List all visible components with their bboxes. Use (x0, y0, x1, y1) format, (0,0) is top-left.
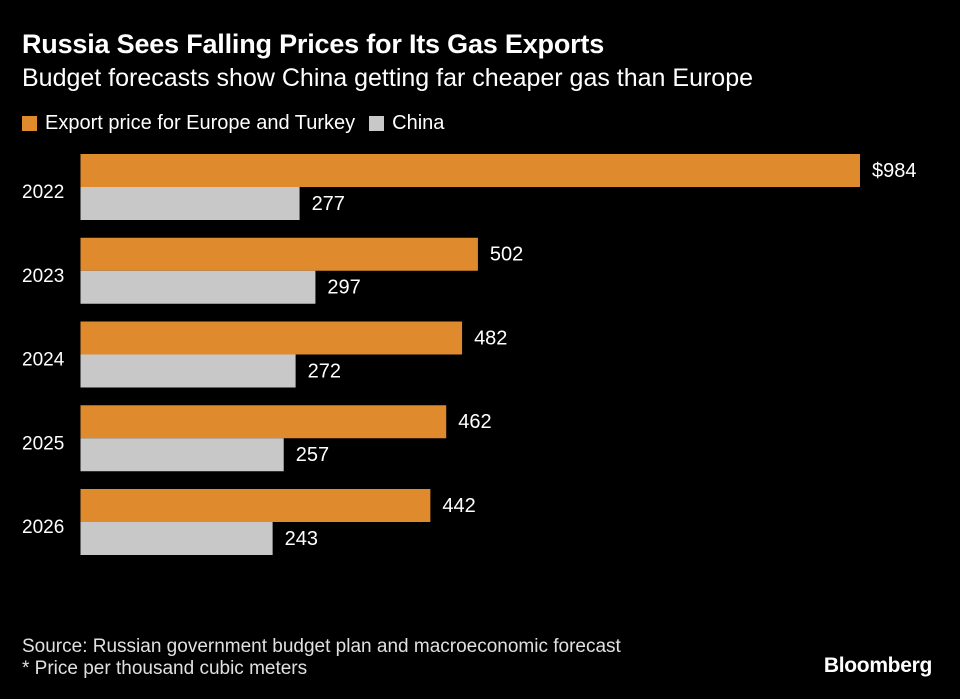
data-label-china: 277 (312, 193, 345, 215)
category-label: 2025 (22, 433, 64, 454)
data-label-europe: 502 (490, 244, 523, 266)
bar-china (80, 270, 316, 304)
bar-europe (80, 237, 478, 271)
legend-item-europe: Export price for Europe and Turkey (22, 112, 355, 135)
bar-europe (80, 154, 860, 187)
source-note: Source: Russian government budget plan a… (22, 636, 621, 657)
bar-china (80, 187, 300, 220)
category-label: 2024 (22, 350, 65, 371)
legend: Export price for Europe and Turkey China (22, 112, 458, 135)
bar-europe (80, 489, 431, 522)
unit-note: * Price per thousand cubic meters (22, 658, 308, 679)
data-label-europe: 482 (474, 327, 507, 349)
bar-chart: 2022 $984 277 2023 502 297 2024 482 272 2025 462 25… (22, 154, 917, 555)
data-label-europe: $984 (872, 160, 917, 182)
chart-title: Russia Sees Falling Prices for Its Gas E… (22, 29, 605, 59)
legend-item-china: China (369, 112, 444, 135)
data-label-china: 297 (327, 277, 360, 299)
bloomberg-logo: Bloomberg (823, 654, 932, 677)
data-label-china: 243 (285, 528, 318, 550)
bar-europe (80, 405, 447, 439)
category-label: 2026 (22, 517, 64, 538)
bar-china (80, 354, 296, 388)
bar-europe (80, 321, 463, 355)
category-label: 2022 (22, 182, 64, 203)
legend-label-china: China (392, 112, 445, 134)
category-label: 2023 (22, 266, 64, 287)
bar-china (80, 522, 273, 555)
data-label-europe: 462 (458, 411, 491, 433)
legend-swatch-europe (22, 116, 37, 131)
bar-china (80, 438, 284, 472)
data-label-china: 272 (308, 360, 341, 382)
legend-swatch-china (369, 116, 385, 131)
footer: Source: Russian government budget plan a… (22, 636, 621, 680)
data-label-china: 257 (296, 444, 329, 466)
data-label-europe: 442 (442, 495, 475, 517)
legend-label-europe: Export price for Europe and Turkey (45, 112, 356, 134)
chart-subtitle: Budget forecasts show China getting far … (22, 64, 754, 92)
